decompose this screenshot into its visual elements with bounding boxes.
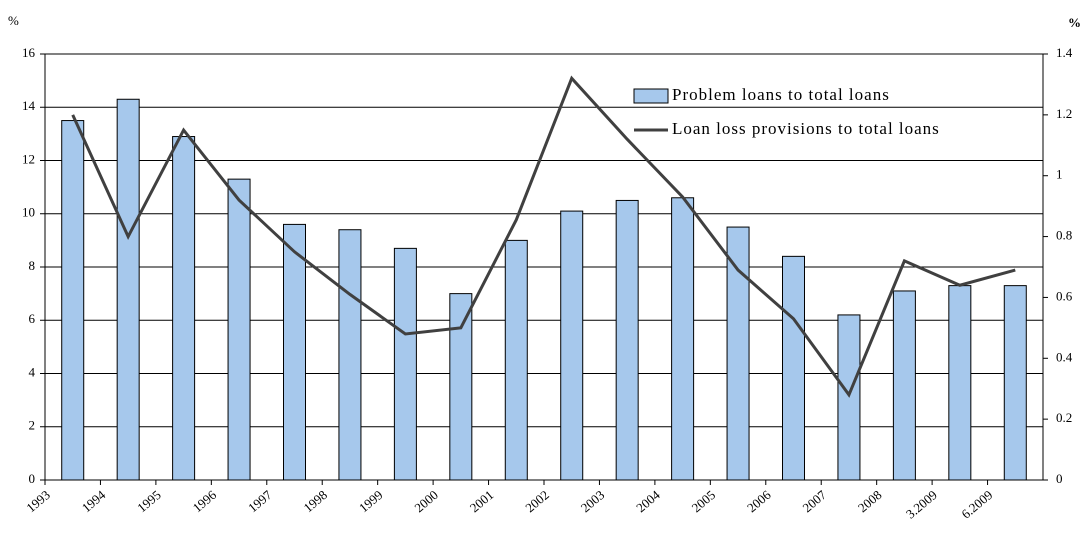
y2-tick-label: 1.4 [1056,45,1073,60]
y-tick-label: 2 [29,418,36,433]
bar [116,98,140,481]
y-tick-label: 10 [22,205,35,220]
bar [227,178,251,481]
bar [172,136,196,481]
y2-tick-label: 1 [1056,167,1063,182]
bar [892,290,916,481]
bar [782,255,805,481]
x-tick-label: 6.2009 [958,487,995,521]
x-tick-label: 1995 [134,487,164,515]
y2-tick-label: 0.6 [1056,288,1073,303]
x-tick-label: 2008 [855,487,885,515]
x-tick-label: 2006 [744,487,774,516]
legend-label: Problem loans to total loans [672,85,890,104]
bar [338,229,362,481]
line [71,75,1016,398]
x-tick-label: 2004 [633,487,663,516]
bar [393,247,417,481]
legend-swatch [633,88,669,104]
y-tick-label: 6 [29,311,36,326]
y-tick-label: 4 [29,364,36,379]
legend-label: Loan loss provisions to total loans [672,119,940,138]
x-tick-label: 2003 [578,487,608,515]
x-tick-label: 2000 [411,487,441,515]
bar [671,197,695,481]
x-tick-label: 2007 [800,487,830,516]
y2-tick-label: 0.8 [1056,228,1072,243]
x-tick-label: 2002 [522,487,552,515]
bar [61,120,85,481]
y-tick-label: 16 [22,45,36,60]
y-axis-label: % [8,13,19,28]
bar [948,285,972,481]
bar [1003,285,1027,481]
y2-tick-label: 1.2 [1056,106,1072,121]
y-tick-label: 14 [22,98,36,113]
y-tick-label: 8 [29,258,36,273]
x-tick-label: 3.2009 [903,487,940,521]
bar [615,199,639,481]
x-tick-label: 1994 [79,487,109,516]
y2-axis-label: % [1068,15,1081,30]
y2-tick-label: 0.4 [1056,349,1073,364]
bar [283,223,306,481]
bar [837,314,861,481]
bar [504,239,528,481]
y2-tick-label: 0.2 [1056,410,1072,425]
x-tick-label: 1999 [356,487,386,515]
y-tick-label: 12 [22,151,35,166]
bar [449,293,473,481]
y2-tick-label: 0 [1056,471,1063,486]
x-tick-label: 1998 [301,487,331,515]
x-tick-label: 1997 [245,487,275,516]
y-tick-label: 0 [29,471,36,486]
bar [560,210,584,481]
bar [726,226,750,481]
x-tick-label: 2001 [467,487,497,515]
x-tick-label: 1993 [23,487,53,515]
x-tick-label: 2005 [689,487,719,515]
x-tick-label: 1996 [190,487,220,516]
